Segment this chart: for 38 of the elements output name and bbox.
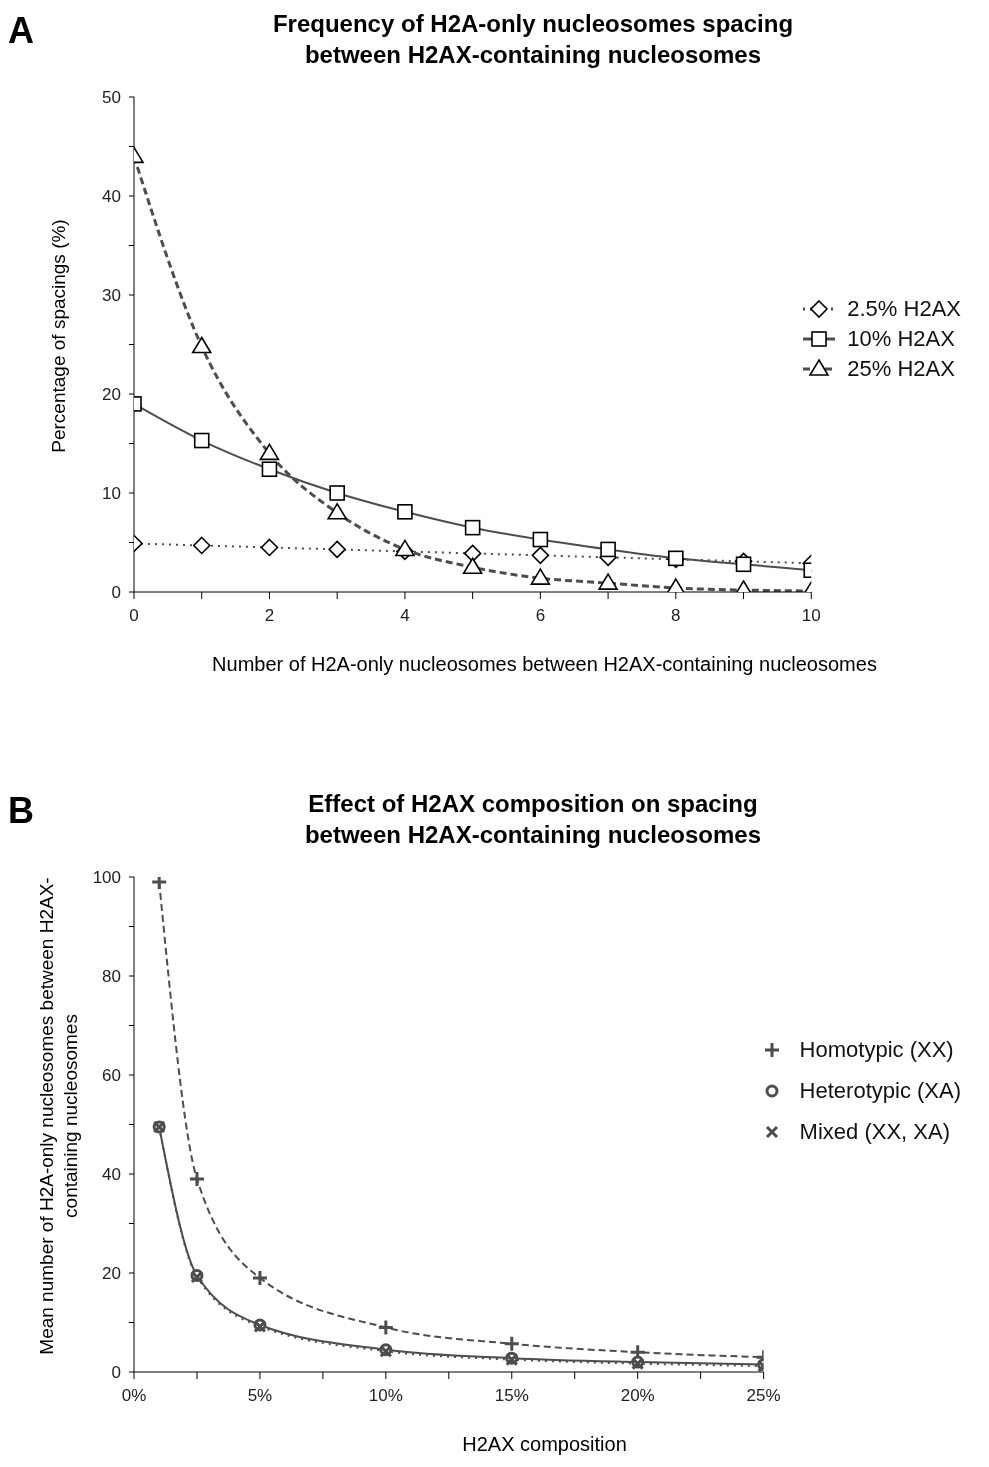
- y-tick-label: 40: [102, 1165, 121, 1185]
- y-tick-label: 40: [102, 187, 121, 207]
- x-tick-label: 2: [264, 606, 275, 626]
- x-tick-label: 0%: [121, 1386, 147, 1406]
- x-axis-title: Number of H2A-only nucleosomes between H2AX-containing nucleosomes: [211, 653, 878, 676]
- chart-title: Effect of H2AX composition on spacing between H2AX-containing nucleosomes: [303, 789, 763, 850]
- legend-label: Mixed (XX, XA): [799, 1118, 950, 1145]
- x-tick-label: 20%: [620, 1386, 655, 1406]
- y-tick-label: 0: [111, 1363, 121, 1383]
- legend-label: 10% H2AX: [847, 326, 955, 352]
- y-tick-label: 60: [102, 1066, 121, 1086]
- legend-label: Heterotypic (XA): [799, 1077, 961, 1104]
- y-tick-label: 80: [102, 967, 121, 987]
- text: A: [8, 10, 34, 52]
- y-tick-label: 0: [111, 583, 121, 603]
- x-tick-label: 6: [535, 606, 546, 626]
- x-tick-label: 5%: [247, 1386, 273, 1406]
- x-tick-label: 10: [801, 606, 821, 626]
- y-tick-label: 50: [102, 88, 121, 108]
- x-tick-label: 8: [671, 606, 681, 626]
- y-axis-title: Percentage of spacings (%): [46, 217, 70, 455]
- y-axis-title: Mean number of H2A-only nucleosomes between H2AX-containing nucleosomes: [34, 875, 82, 1357]
- x-tick-label: 15%: [494, 1386, 529, 1406]
- x-tick-label: 4: [400, 606, 410, 626]
- y-tick-label: 10: [102, 484, 121, 504]
- legend-label: Homotypic (XX): [799, 1036, 954, 1063]
- y-tick-label: 20: [102, 1264, 121, 1284]
- text: B: [8, 790, 34, 832]
- y-tick-label: 100: [92, 868, 121, 888]
- x-tick-label: 0: [129, 606, 139, 626]
- legend-label: 2.5% H2AX: [847, 296, 961, 322]
- y-tick-label: 30: [102, 286, 121, 306]
- y-tick-label: 20: [102, 385, 121, 405]
- chart-title: Frequency of H2A-only nucleosomes spacing between H2AX-containing nucleosomes: [271, 9, 795, 70]
- x-axis-title: H2AX composition: [461, 1433, 628, 1456]
- legend-label: 25% H2AX: [847, 356, 955, 382]
- x-tick-label: 25%: [746, 1386, 781, 1406]
- x-tick-label: 10%: [368, 1386, 403, 1406]
